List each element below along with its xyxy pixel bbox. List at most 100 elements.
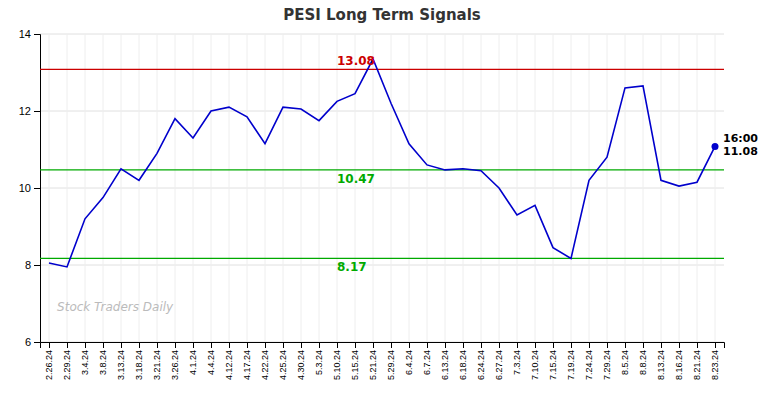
- grid-line: [373, 34, 374, 342]
- tick: 5.15.24: [350, 342, 360, 380]
- grid-line: [157, 34, 158, 342]
- tick-label: 5.10.24: [332, 350, 342, 380]
- tick-label: 5.21.24: [368, 350, 378, 380]
- tick-label: 8: [25, 259, 31, 271]
- title: PESI Long Term Signals: [283, 6, 481, 24]
- tick-mark: [427, 342, 428, 348]
- tick-mark: [121, 342, 122, 348]
- tick-label: 8.5.24: [620, 350, 630, 375]
- tick-mark: [355, 342, 356, 348]
- tick-mark: [553, 342, 554, 348]
- grid-line: [40, 111, 724, 112]
- tick-label: 8.8.24: [638, 350, 648, 375]
- grid-line: [409, 34, 410, 342]
- tick-label: 4.4.24: [206, 350, 216, 375]
- tick-mark: [157, 342, 158, 348]
- tick-label: 8.23.24: [710, 350, 720, 380]
- tick-mark: [517, 342, 518, 348]
- tick-label: 7.19.24: [566, 350, 576, 380]
- reference-line: [40, 69, 724, 70]
- tick: 6.4.24: [404, 342, 414, 375]
- tick: 6: [25, 336, 40, 348]
- tick-mark: [715, 342, 716, 348]
- tick-mark: [49, 342, 50, 348]
- plot: Stock Traders Daily 6 8 10 12 14 2.26.24 2.29.2…: [19, 28, 759, 380]
- tick-mark: [409, 342, 410, 348]
- tick-label: 8.16.24: [674, 350, 684, 380]
- tick-mark: [67, 342, 68, 348]
- tick-label: 4.12.24: [224, 350, 234, 380]
- tick: 7.3.24: [512, 342, 522, 375]
- tick-mark: [34, 111, 40, 112]
- grid-line: [121, 34, 122, 342]
- grid-line: [265, 34, 266, 342]
- tick-mark: [301, 342, 302, 348]
- grid-line: [391, 34, 392, 342]
- tick-label: 3.21.24: [152, 350, 162, 380]
- tick-mark: [445, 342, 446, 348]
- grid-line: [40, 188, 724, 189]
- tick-label: 3.26.24: [170, 350, 180, 380]
- grid-line: [319, 34, 320, 342]
- watermark: Stock Traders Daily: [57, 300, 174, 314]
- x-axis: 2.26.242.29.243.4.243.8.243.13.243.18.24…: [41, 342, 725, 380]
- tick: 7.29.24: [602, 342, 612, 380]
- tick-label: 4.17.24: [242, 350, 252, 380]
- tick-mark: [679, 342, 680, 348]
- grid-line: [247, 34, 248, 342]
- grid-line: [139, 34, 140, 342]
- chart: Stock Traders Daily 6 8 10 12 14 2.26.24 2.29.2…: [0, 0, 784, 398]
- axis-line: [41, 343, 725, 349]
- tick: 7.15.24: [548, 342, 558, 380]
- tick-mark: [175, 342, 176, 348]
- grid-line: [85, 34, 86, 342]
- tick: 3.18.24: [134, 342, 144, 380]
- y-axis: 6 8 10 12 14: [19, 28, 41, 348]
- tick: 10: [19, 182, 40, 194]
- grid-line: [67, 34, 68, 342]
- tick-mark: [535, 342, 536, 348]
- tick: 7.19.24: [566, 342, 576, 380]
- tick: 8.8.24: [638, 342, 648, 375]
- tick-mark: [697, 342, 698, 348]
- tick-label: 14: [19, 28, 31, 40]
- tick-label: 12: [19, 105, 31, 117]
- tick-label: 7.24.24: [584, 350, 594, 380]
- grid-line: [301, 34, 302, 342]
- tick-label: 6.7.24: [422, 350, 432, 375]
- tick-label: 5.15.24: [350, 350, 360, 380]
- tick-label: 4.25.24: [278, 350, 288, 380]
- tick: 4.25.24: [278, 342, 288, 380]
- tick-mark: [661, 342, 662, 348]
- reference-label: 10.47: [337, 172, 375, 186]
- tick: 6.13.24: [440, 342, 450, 380]
- grid-line: [211, 34, 212, 342]
- tick: 8.5.24: [620, 342, 630, 375]
- tick-label: 3.18.24: [134, 350, 144, 380]
- grid-line: [589, 34, 590, 342]
- tick-mark: [265, 342, 266, 348]
- tick: 8: [25, 259, 40, 271]
- tick-mark: [607, 342, 608, 348]
- tick-label: 3.8.24: [98, 350, 108, 375]
- tick-label: 6.4.24: [404, 350, 414, 375]
- tick-label: 4.22.24: [260, 350, 270, 380]
- grid-line: [355, 34, 356, 342]
- grid-line: [517, 34, 518, 342]
- tick-mark: [34, 265, 40, 266]
- axis-line: [34, 35, 41, 343]
- grid-line: [49, 34, 50, 342]
- tick-label: 7.29.24: [602, 350, 612, 380]
- tick: 2.26.24: [44, 342, 54, 380]
- grid-line: [715, 34, 716, 342]
- tick-mark: [571, 342, 572, 348]
- tick-mark: [283, 342, 284, 348]
- grid-line: [571, 34, 572, 342]
- reference-line: [40, 258, 724, 259]
- tick-mark: [34, 34, 40, 35]
- tick-label: 2.29.24: [62, 350, 72, 380]
- grid-line: [427, 34, 428, 342]
- price-line: [49, 59, 715, 267]
- tick: 7.24.24: [584, 342, 594, 380]
- tick: 4.4.24: [206, 342, 216, 375]
